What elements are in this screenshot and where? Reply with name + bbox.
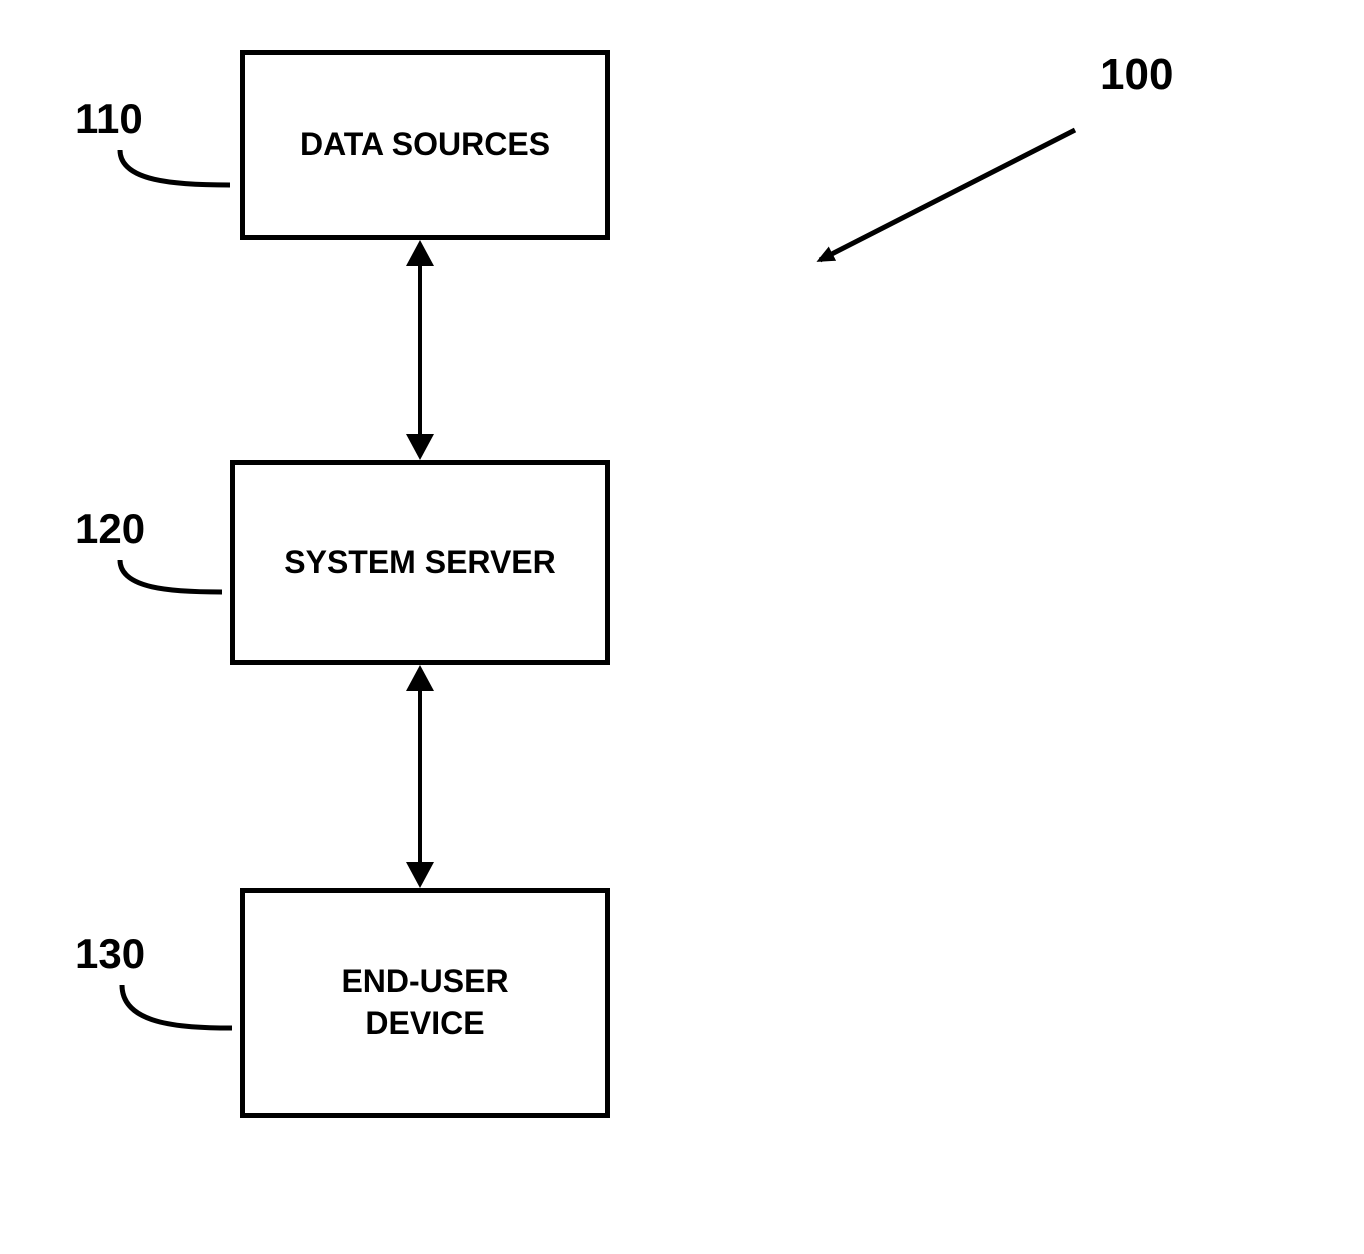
reference-number: 130 — [75, 930, 145, 977]
reference-arrow-100 — [820, 130, 1075, 260]
node-end-user-device: END-USER DEVICE — [240, 888, 610, 1118]
node-data-sources: DATA SOURCES — [240, 50, 610, 240]
reference-number: 110 — [75, 95, 143, 142]
node-label: DATA SOURCES — [300, 124, 550, 166]
reference-label-130: 130 — [75, 930, 145, 978]
reference-label-120: 120 — [75, 505, 145, 553]
arrowhead-icon — [406, 665, 434, 691]
arrowhead-icon — [406, 862, 434, 888]
node-label: SYSTEM SERVER — [284, 542, 555, 584]
node-system-server: SYSTEM SERVER — [230, 460, 610, 665]
reference-number: 120 — [75, 505, 145, 552]
arrowhead-icon — [406, 434, 434, 460]
reference-number: 100 — [1100, 50, 1173, 99]
node-label: END-USER DEVICE — [285, 961, 565, 1044]
reference-label-100: 100 — [1100, 50, 1173, 100]
diagram-connectors — [0, 0, 1364, 1254]
reference-label-110: 110 — [75, 95, 143, 143]
label-tail-110 — [120, 150, 230, 185]
label-tail-130 — [122, 985, 232, 1028]
arrowhead-icon — [406, 240, 434, 266]
label-tail-120 — [120, 560, 222, 592]
